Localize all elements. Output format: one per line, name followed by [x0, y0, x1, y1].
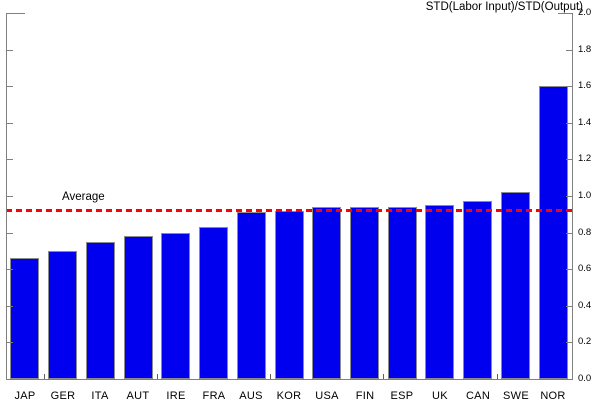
x-tick-label-nor: NOR — [540, 390, 566, 402]
x-tick-label-aut: AUT — [126, 390, 150, 402]
y-tick-label: 1.2 — [578, 153, 592, 164]
average-label: Average — [62, 191, 105, 203]
bar-jap — [10, 258, 39, 379]
bar-can — [463, 201, 492, 379]
y-tick-left — [7, 269, 13, 270]
y-tick-label: 1.0 — [578, 190, 592, 201]
bar-swe — [501, 192, 530, 379]
y-tick-left — [7, 196, 13, 197]
top-left-axis-cap — [6, 13, 25, 14]
bar-esp — [388, 207, 417, 379]
x-tick-label-aus: AUS — [239, 390, 263, 402]
x-axis — [6, 379, 573, 380]
y-tick-right — [566, 50, 572, 51]
y-tick-label: 0.0 — [578, 373, 592, 384]
bar-fra — [199, 227, 228, 379]
y-tick-left — [7, 306, 13, 307]
y-tick-left — [7, 342, 13, 343]
y-tick-right — [566, 379, 572, 380]
x-minor-tick — [157, 374, 158, 379]
y-tick-left — [7, 379, 13, 380]
x-tick-label-esp: ESP — [390, 390, 414, 402]
y-tick-label: 1.4 — [578, 117, 592, 128]
y-tick-left — [7, 13, 13, 14]
y-tick-right — [566, 196, 572, 197]
top-right-axis-cap — [558, 13, 573, 14]
y-tick-right — [566, 342, 572, 343]
bar-aus — [237, 212, 266, 379]
bar-usa — [312, 207, 341, 379]
y-tick-right — [566, 269, 572, 270]
x-tick-label-can: CAN — [465, 390, 491, 402]
y-tick-label: 0.8 — [578, 227, 592, 238]
y-tick-label: 0.4 — [578, 300, 592, 311]
bar-uk — [425, 205, 454, 379]
y-tick-left — [7, 50, 13, 51]
bar-nor — [539, 86, 568, 379]
bar-fin — [350, 207, 379, 379]
y-tick-right — [566, 86, 572, 87]
x-minor-tick — [497, 374, 498, 379]
y-tick-left — [7, 159, 13, 160]
x-tick-label-swe: SWE — [503, 390, 529, 402]
y-tick-left — [7, 123, 13, 124]
y-tick-right — [566, 13, 572, 14]
x-tick-label-uk: UK — [432, 390, 448, 402]
y-axis-right — [572, 13, 573, 380]
x-tick-label-ire: IRE — [166, 390, 186, 402]
y-axis-left — [6, 13, 7, 380]
bar-ita — [86, 242, 115, 379]
x-tick-label-ger: GER — [50, 390, 76, 402]
bar-ger — [48, 251, 77, 379]
bar-kor — [275, 211, 304, 379]
y-tick-label: 0.6 — [578, 263, 592, 274]
x-tick-label-fra: FRA — [202, 390, 226, 402]
chart-title: STD(Labor Input)/STD(Output) — [425, 1, 583, 13]
x-tick-label-jap: JAP — [14, 390, 36, 402]
x-minor-tick — [383, 374, 384, 379]
y-tick-label: 2.0 — [578, 7, 592, 18]
y-tick-left — [7, 233, 13, 234]
x-minor-tick — [44, 374, 45, 379]
y-tick-right — [566, 233, 572, 234]
y-tick-right — [566, 159, 572, 160]
y-tick-right — [566, 306, 572, 307]
x-tick-label-fin: FIN — [355, 390, 375, 402]
y-tick-label: 1.8 — [578, 44, 592, 55]
bar-aut — [124, 236, 153, 379]
y-tick-right — [566, 123, 572, 124]
y-tick-label: 0.2 — [578, 336, 592, 347]
y-tick-label: 1.6 — [578, 80, 592, 91]
bar-ire — [161, 233, 190, 379]
x-minor-tick — [270, 374, 271, 379]
average-line — [6, 209, 573, 212]
x-tick-label-kor: KOR — [276, 390, 302, 402]
y-tick-left — [7, 86, 13, 87]
x-tick-label-ita: ITA — [91, 390, 109, 402]
x-tick-label-usa: USA — [315, 390, 339, 402]
